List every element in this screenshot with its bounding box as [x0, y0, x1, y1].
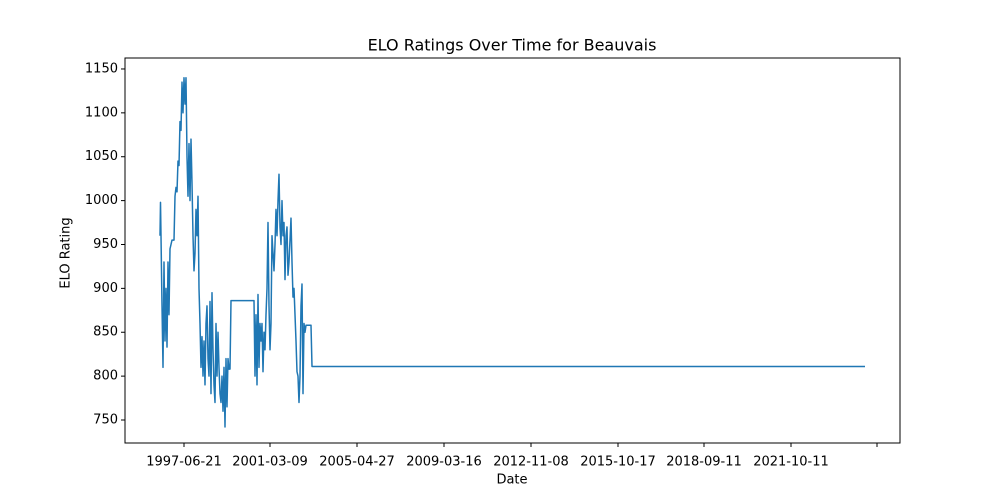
x-tick-label: 2009-03-16 — [406, 455, 482, 470]
y-tick-label: 750 — [93, 413, 118, 428]
y-tick-label: 800 — [93, 369, 118, 384]
y-tick-label: 1100 — [85, 105, 118, 120]
x-tick-label: 1997-06-21 — [146, 455, 222, 470]
x-tick-label: 2015-10-17 — [580, 455, 656, 470]
plot-frame — [124, 57, 901, 444]
x-tick-label: 2012-11-08 — [493, 455, 569, 470]
x-tick-label: 2021-10-11 — [753, 455, 829, 470]
y-tick-label: 900 — [93, 281, 118, 296]
y-axis-label: ELO Rating — [59, 217, 74, 288]
y-tick-label: 1050 — [85, 149, 118, 164]
x-axis-label: Date — [496, 473, 527, 488]
y-tick-label: 950 — [93, 237, 118, 252]
x-tick-label: 2005-04-27 — [319, 455, 395, 470]
y-tick-label: 850 — [93, 325, 118, 340]
x-tick-label: 2018-09-11 — [666, 455, 742, 470]
data-line — [159, 77, 865, 428]
x-tick-label: 2001-03-09 — [232, 455, 308, 470]
y-tick-label: 1150 — [85, 61, 118, 76]
y-tick-label: 1000 — [85, 193, 118, 208]
chart-title: ELO Ratings Over Time for Beauvais — [368, 36, 657, 55]
